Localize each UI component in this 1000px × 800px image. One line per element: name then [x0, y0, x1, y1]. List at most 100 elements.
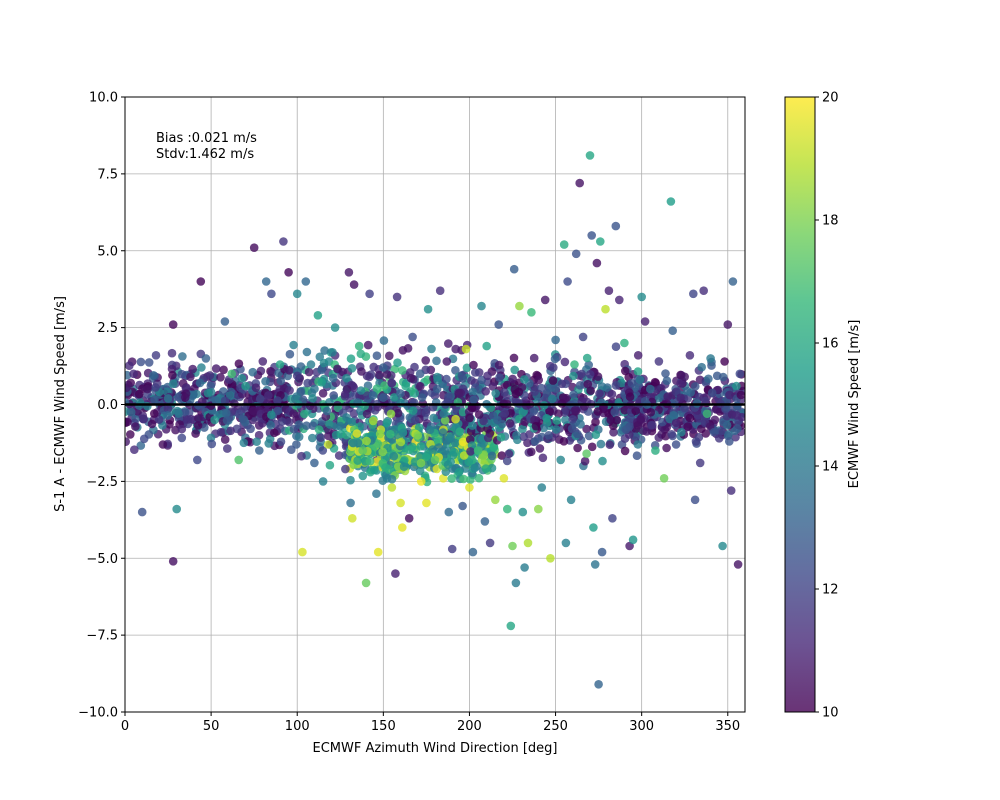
scatter-point [434, 437, 443, 446]
y-tick-label: −2.5 [86, 475, 118, 490]
scatter-point [284, 268, 293, 277]
scatter-point [677, 427, 686, 437]
scatter-point [248, 367, 257, 377]
scatter-point [398, 523, 407, 532]
scatter-point [580, 456, 590, 466]
scatter-point [444, 339, 453, 348]
scatter-point [586, 386, 595, 396]
scatter-point [393, 408, 403, 418]
scatter-point [342, 430, 351, 440]
scatter-point [398, 428, 408, 438]
scatter-point [706, 354, 715, 363]
scatter-point [432, 356, 441, 366]
scatter-point [480, 517, 490, 526]
scatter-point [292, 289, 302, 299]
scatter-point [631, 406, 640, 416]
scatter-point [597, 382, 607, 391]
scatter-point [258, 357, 268, 366]
scatter-point [341, 464, 350, 474]
scatter-point [470, 463, 479, 473]
scatter-point [325, 460, 335, 470]
scatter-point [131, 422, 140, 431]
scatter-point [447, 544, 457, 554]
scatter-point [385, 351, 394, 361]
colorbar-label: ECMWF Wind Speed [m/s] [847, 320, 862, 489]
scatter-point [735, 369, 745, 379]
scatter-point [298, 547, 307, 557]
scatter-point [315, 352, 325, 362]
scatter-point [469, 395, 479, 405]
scatter-point [685, 351, 695, 360]
scatter-point [178, 352, 187, 361]
scatter-point [547, 394, 557, 404]
scatter-point [352, 429, 362, 438]
y-tick-label: −10.0 [78, 706, 118, 721]
scatter-point [512, 431, 521, 440]
scatter-point [398, 366, 407, 375]
scatter-point [399, 462, 409, 472]
scatter-point [314, 425, 324, 434]
scatter-point [222, 416, 232, 425]
scatter-point [125, 383, 131, 392]
scatter-point [333, 364, 342, 374]
scatter-point [318, 389, 328, 398]
scatter-point [348, 438, 358, 448]
scatter-point [633, 351, 643, 360]
scatter-point [414, 423, 424, 432]
y-axis-label: S-1 A - ECMWF Wind Speed [m/s] [53, 296, 68, 512]
scatter-point [167, 364, 177, 374]
scatter-point [699, 286, 708, 296]
colorbar-tick-label: 12 [822, 583, 839, 598]
scatter-point [317, 365, 326, 375]
scatter-point [328, 373, 338, 383]
scatter-point [196, 277, 206, 286]
scatter-point [720, 357, 729, 366]
scatter-point [584, 431, 594, 441]
scatter-point [439, 409, 448, 419]
scatter-point [405, 445, 414, 455]
scatter-point [502, 456, 512, 466]
scatter-point [220, 396, 230, 406]
scatter-point [465, 413, 474, 423]
scatter-point [671, 418, 681, 428]
scatter-point [174, 392, 183, 402]
scatter-point [601, 304, 610, 314]
scatter-point [238, 414, 247, 424]
scatter-point [136, 357, 146, 367]
scatter-point [585, 370, 595, 379]
scatter-point [435, 286, 445, 296]
scatter-point [551, 335, 560, 345]
scatter-point [685, 413, 695, 423]
scatter-point [527, 308, 536, 317]
scatter-point [273, 396, 282, 405]
scatter-point [151, 351, 161, 360]
scatter-point [168, 557, 178, 566]
scatter-point [372, 351, 382, 361]
scatter-point [220, 435, 230, 444]
scatter-point [429, 413, 438, 423]
x-tick-label: 300 [629, 719, 654, 734]
y-tick-label: 0.0 [97, 398, 118, 413]
scatter-point [718, 541, 727, 551]
scatter-point [318, 446, 328, 455]
scatter-point [663, 392, 672, 401]
scatter-point [421, 452, 431, 462]
scatter-point [125, 437, 130, 446]
scatter-point [358, 471, 368, 481]
scatter-point [549, 363, 558, 372]
scatter-point [659, 474, 669, 483]
scatter-point [469, 360, 478, 370]
scatter-point [147, 419, 157, 429]
scatter-point [308, 433, 317, 443]
scatter-point [294, 432, 304, 442]
scatter-point [530, 387, 539, 396]
scatter-point [289, 424, 299, 434]
scatter-point [380, 381, 389, 390]
scatter-point [264, 439, 274, 448]
scatter-point [416, 442, 426, 451]
scatter-point [203, 388, 213, 398]
scatter-point [292, 371, 302, 381]
scatter-point [707, 388, 717, 398]
scatter-point [342, 373, 351, 383]
scatter-point [672, 387, 681, 397]
